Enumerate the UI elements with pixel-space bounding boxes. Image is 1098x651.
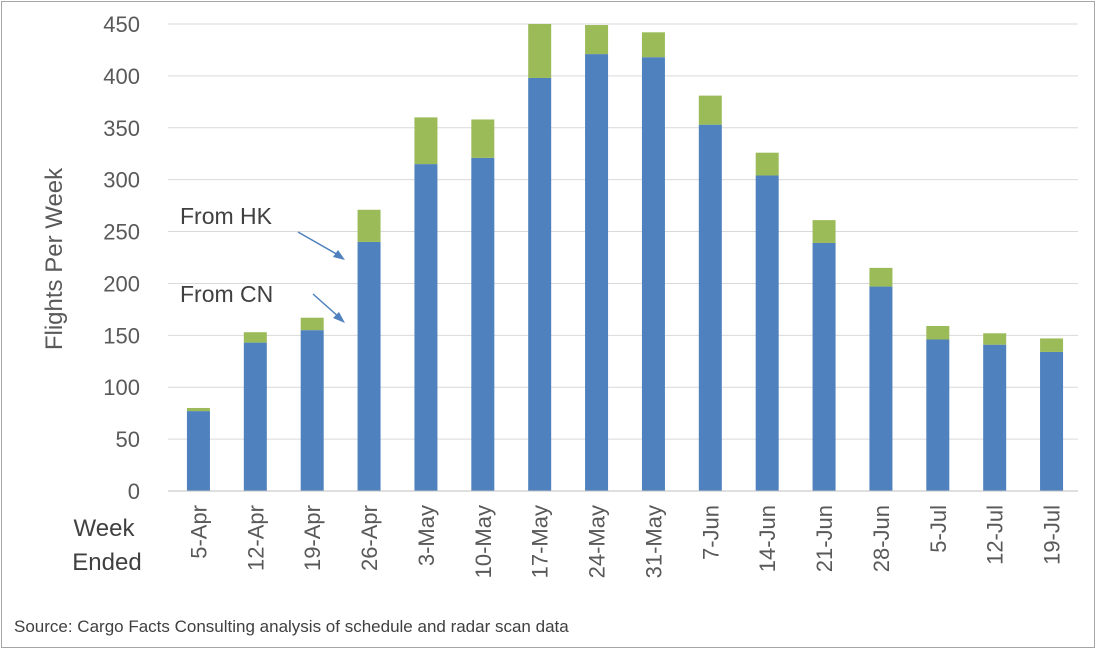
y-tick-label: 100	[103, 375, 140, 400]
bar-from-hk	[585, 25, 609, 55]
bar-from-hk	[471, 119, 495, 158]
bar-from-hk	[983, 333, 1007, 345]
x-tick-label: 21-Jun	[812, 505, 837, 572]
y-tick-label: 300	[103, 168, 140, 193]
y-tick-label: 200	[103, 271, 140, 296]
y-tick-label: 250	[103, 220, 140, 245]
bar-from-cn	[641, 57, 665, 491]
x-axis-title-line2: Ended	[72, 549, 141, 576]
y-tick-label: 450	[103, 12, 140, 37]
x-tick-label: 31-May	[641, 505, 666, 578]
bars	[186, 24, 1064, 492]
x-tick-label: 26-Apr	[357, 505, 382, 571]
bar-from-hk	[528, 24, 552, 78]
arrowhead-from-cn	[333, 312, 345, 323]
bar-from-hk	[812, 220, 836, 243]
x-tick-label: 19-Apr	[300, 505, 325, 571]
annotation-from-hk: From HK	[180, 203, 273, 229]
bar-from-hk	[926, 325, 950, 340]
x-tick-label: 12-Apr	[243, 505, 268, 571]
bar-from-hk	[698, 95, 722, 125]
bar-from-cn	[812, 242, 836, 491]
y-tick-label: 50	[116, 427, 140, 452]
x-tick-label: 3-May	[414, 505, 439, 566]
x-tick-label: 5-Jul	[926, 505, 951, 553]
x-tick-label: 10-May	[471, 505, 496, 578]
bar-from-hk	[755, 152, 779, 176]
bar-from-cn	[983, 344, 1007, 491]
bar-from-hk	[641, 32, 665, 58]
bar-from-hk	[1040, 338, 1064, 352]
x-axis-title: Week	[74, 515, 136, 542]
y-tick-label: 350	[103, 116, 140, 141]
y-tick-label: 150	[103, 323, 140, 348]
bar-from-hk	[243, 332, 267, 343]
bar-from-cn	[471, 157, 495, 491]
source-note: Source: Cargo Facts Consulting analysis …	[14, 617, 569, 636]
x-tick-label: 28-Jun	[869, 505, 894, 572]
bar-from-cn	[528, 77, 552, 491]
bar-from-cn	[698, 124, 722, 492]
bar-from-hk	[414, 117, 438, 165]
bar-from-cn	[186, 411, 210, 491]
x-axis-ticks: 5-Apr 12-Apr 19-Apr 26-Apr 3-May 10-May 17-May…	[186, 505, 1064, 578]
bar-from-cn	[755, 175, 779, 491]
bar-from-cn	[1040, 351, 1064, 491]
x-tick-label: 5-Apr	[186, 505, 211, 559]
y-tick-label: 400	[103, 64, 140, 89]
x-tick-label: 7-Jun	[698, 505, 723, 560]
bar-from-cn	[414, 164, 438, 491]
annotation-from-cn: From CN	[180, 281, 273, 307]
arrow-from-cn	[312, 293, 341, 319]
bar-from-hk	[186, 407, 210, 412]
y-tick-label: 0	[128, 479, 140, 504]
x-tick-label: 24-May	[585, 505, 610, 578]
bar-from-cn	[300, 330, 324, 491]
bar-from-cn	[869, 286, 893, 491]
bar-from-cn	[243, 342, 267, 491]
bar-from-hk	[869, 267, 893, 287]
bar-from-cn	[926, 339, 950, 491]
bar-from-cn	[357, 241, 381, 491]
x-tick-label: 19-Jul	[1040, 505, 1065, 565]
x-tick-label: 12-Jul	[983, 505, 1008, 565]
y-axis-label: Flights Per Week	[41, 167, 68, 350]
arrowhead-from-hk	[333, 250, 345, 260]
bar-from-hk	[357, 209, 381, 242]
arrow-from-hk	[297, 231, 341, 257]
x-tick-label: 14-Jun	[755, 505, 780, 572]
x-tick-label: 17-May	[528, 505, 553, 578]
bar-from-cn	[585, 54, 609, 492]
bar-from-hk	[300, 317, 324, 331]
y-axis-ticks: 0 50 100 150 200 250 300 350 400 450	[103, 12, 140, 504]
